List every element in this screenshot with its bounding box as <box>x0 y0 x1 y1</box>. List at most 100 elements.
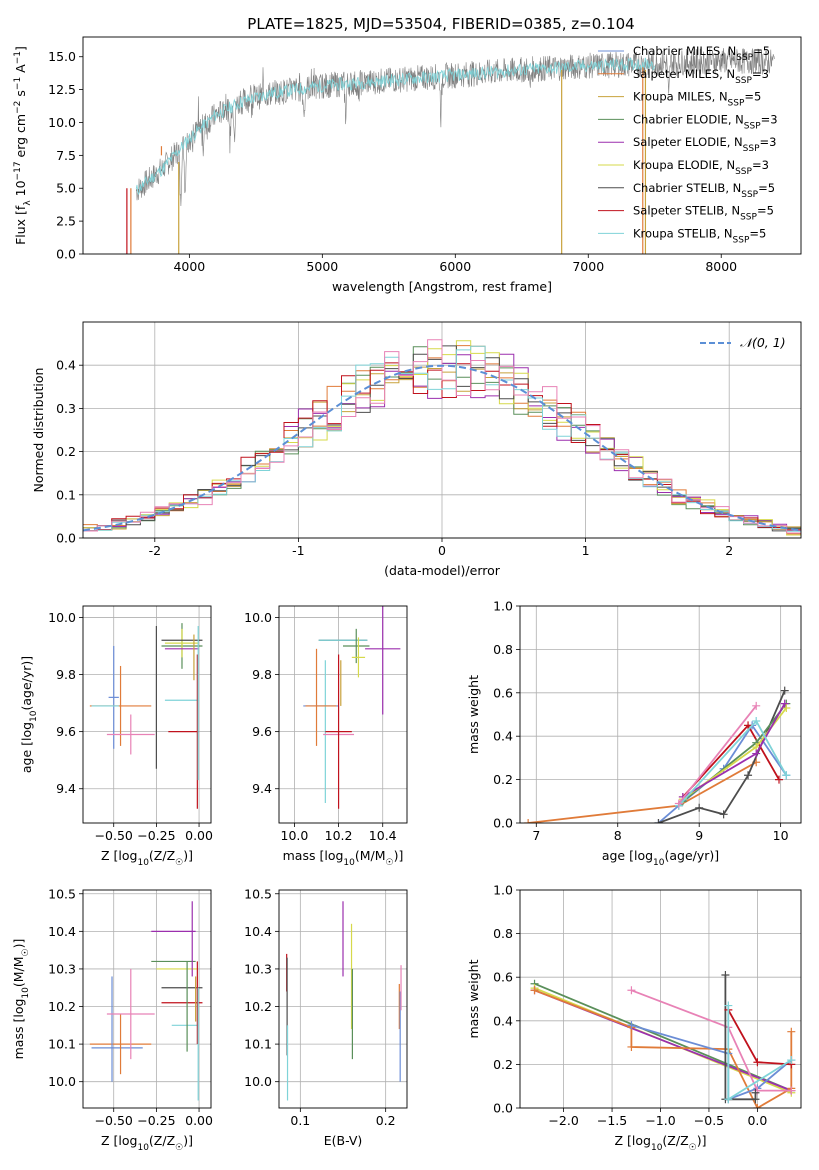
residual-histogram-panel: -2 -1 0 1 2 0.0 0.1 0.2 0.3 0.4 (data-model)/error… <box>31 321 802 578</box>
point-marker <box>751 1088 760 1097</box>
legend-entry: Salpeter STELIB, NSSP=5 <box>633 204 774 223</box>
mass-vs-extinction-panel: 0.1 0.2 10.0 10.1 10.2 10.3 10.4 10.5 E(B-V) <box>244 886 408 1148</box>
x-tick-label: 6000 <box>439 259 471 274</box>
mass-weight-line <box>534 982 792 1092</box>
y-tick-label: 5.0 <box>56 181 76 196</box>
y-tick-label: 10.3 <box>244 961 272 976</box>
point-marker <box>752 749 761 758</box>
y-tick-label: 1.0 <box>493 883 513 898</box>
y-tick-label: 0.0 <box>493 816 513 831</box>
y-tick-label: 10.0 <box>48 610 76 625</box>
plot-area <box>126 48 775 254</box>
point-marker <box>775 775 784 784</box>
x-axis-label: Z [log10(Z/Z☉)] <box>101 1133 193 1153</box>
y-tick-label: 0.2 <box>493 1057 513 1072</box>
x-tick-label: −0.5 <box>694 1113 724 1128</box>
point-marker <box>627 1021 636 1030</box>
spectrum-panel: 4000 5000 6000 7000 8000 0.0 2.5 5.0 7.5 10.0 12.5… <box>13 36 802 294</box>
legend-entry: Chabrier STELIB, NSSP=5 <box>633 181 775 200</box>
y-tick-label: 0.4 <box>56 358 76 373</box>
y-axis-label: mass weight <box>466 959 481 1038</box>
y-tick-label: 12.5 <box>48 82 76 97</box>
point-marker <box>724 1001 733 1010</box>
x-tick-label: 10.4 <box>369 828 397 843</box>
axes-frame <box>82 321 802 539</box>
x-tick-label: 0.00 <box>185 828 213 843</box>
x-tick-label: −1.5 <box>597 1113 627 1128</box>
x-tick-label: −0.50 <box>95 828 133 843</box>
y-tick-label: 0.3 <box>56 401 76 416</box>
age-vs-metallicity-panel: −0.50 −0.25 0.00 9.4 9.6 9.8 10.0 Z [log10(Z/Z☉… <box>19 605 213 868</box>
y-tick-label: 10.2 <box>244 999 272 1014</box>
x-tick-label: 0.2 <box>376 1113 396 1128</box>
y-tick-label: 9.8 <box>252 667 272 682</box>
point-marker <box>782 771 791 780</box>
y-tick-label: 10.5 <box>244 886 272 901</box>
legend-entry: Salpeter MILES, NSSP=3 <box>633 67 769 86</box>
mass-weight-line <box>724 975 757 1101</box>
x-tick-label: 8 <box>614 828 622 843</box>
y-tick-label: 0.0 <box>56 247 76 262</box>
y-tick-label: 0.6 <box>493 685 513 700</box>
y-tick-label: 15.0 <box>48 49 76 64</box>
x-axis-label: E(B-V) <box>324 1133 363 1148</box>
point-marker <box>695 803 704 812</box>
x-tick-label: −0.25 <box>137 828 175 843</box>
point-marker <box>524 819 533 823</box>
y-tick-label: 9.6 <box>56 724 76 739</box>
plot-area <box>524 686 791 823</box>
y-tick-label: 9.4 <box>252 781 272 796</box>
x-tick-label: 4000 <box>173 259 205 274</box>
point-marker <box>627 986 636 995</box>
x-tick-label: −0.25 <box>137 1113 175 1128</box>
plot-area <box>83 339 801 536</box>
plot-area <box>303 606 401 809</box>
age-vs-mass-panel: 10.0 10.2 10.4 9.4 9.6 9.8 10.0 mass [log10(M/M… <box>244 605 408 868</box>
mass-vs-metallicity-panel: −0.50 −0.25 0.00 10.0 10.1 10.2 10.3 10.4 10.5 Z … <box>11 886 213 1153</box>
y-tick-label: 2.5 <box>56 214 76 229</box>
point-marker <box>654 819 663 823</box>
y-tick-label: 0.6 <box>493 970 513 985</box>
y-tick-label: 10.0 <box>244 1074 272 1089</box>
point-marker <box>724 1095 733 1104</box>
plot-area <box>530 971 796 1108</box>
x-tick-label: 10.2 <box>325 828 353 843</box>
plot-area <box>286 901 402 1101</box>
y-tick-label: 10.0 <box>48 1074 76 1089</box>
model-spectrum <box>135 57 656 196</box>
y-tick-label: 7.5 <box>56 148 76 163</box>
legend-entry: Salpeter ELODIE, NSSP=3 <box>633 135 776 154</box>
point-marker <box>752 717 761 726</box>
x-tick-label: −2.0 <box>548 1113 578 1128</box>
y-tick-label: 9.4 <box>56 781 76 796</box>
point-marker <box>627 1042 636 1051</box>
x-tick-label: -2 <box>149 543 161 558</box>
x-axis-label: (data-model)/error <box>384 563 501 578</box>
y-tick-label: 10.0 <box>244 610 272 625</box>
x-axis-label: mass [log10(M/M☉)] <box>283 848 404 868</box>
y-tick-label: 10.5 <box>48 886 76 901</box>
y-axis-label: mass weight <box>466 675 481 754</box>
y-tick-label: 9.8 <box>56 667 76 682</box>
normal-distribution-curve <box>83 364 801 532</box>
legend-entry: Kroupa STELIB, NSSP=5 <box>633 226 766 245</box>
y-axis-label: age [log10(age/yr)] <box>19 656 39 773</box>
point-marker <box>787 1027 796 1036</box>
point-marker <box>719 810 728 819</box>
point-marker <box>753 1058 762 1067</box>
axes-frame <box>519 889 802 1109</box>
histogram-legend: 𝒩(0, 1) <box>700 335 786 350</box>
y-tick-label: 0.2 <box>56 444 76 459</box>
x-axis-label: Z [log10(Z/Z☉)] <box>101 848 193 868</box>
y-tick-label: 10.4 <box>48 924 76 939</box>
x-tick-label: -1 <box>292 543 304 558</box>
y-tick-label: 10.1 <box>244 1037 272 1052</box>
point-marker <box>787 1056 796 1065</box>
x-axis-label: age [log10(age/yr)] <box>602 848 719 868</box>
point-marker <box>744 721 753 730</box>
x-axis-label: wavelength [Angstrom, rest frame] <box>332 279 552 294</box>
x-tick-label: 0.0 <box>747 1113 767 1128</box>
x-tick-label: 0.1 <box>290 1113 310 1128</box>
point-marker <box>530 986 539 995</box>
